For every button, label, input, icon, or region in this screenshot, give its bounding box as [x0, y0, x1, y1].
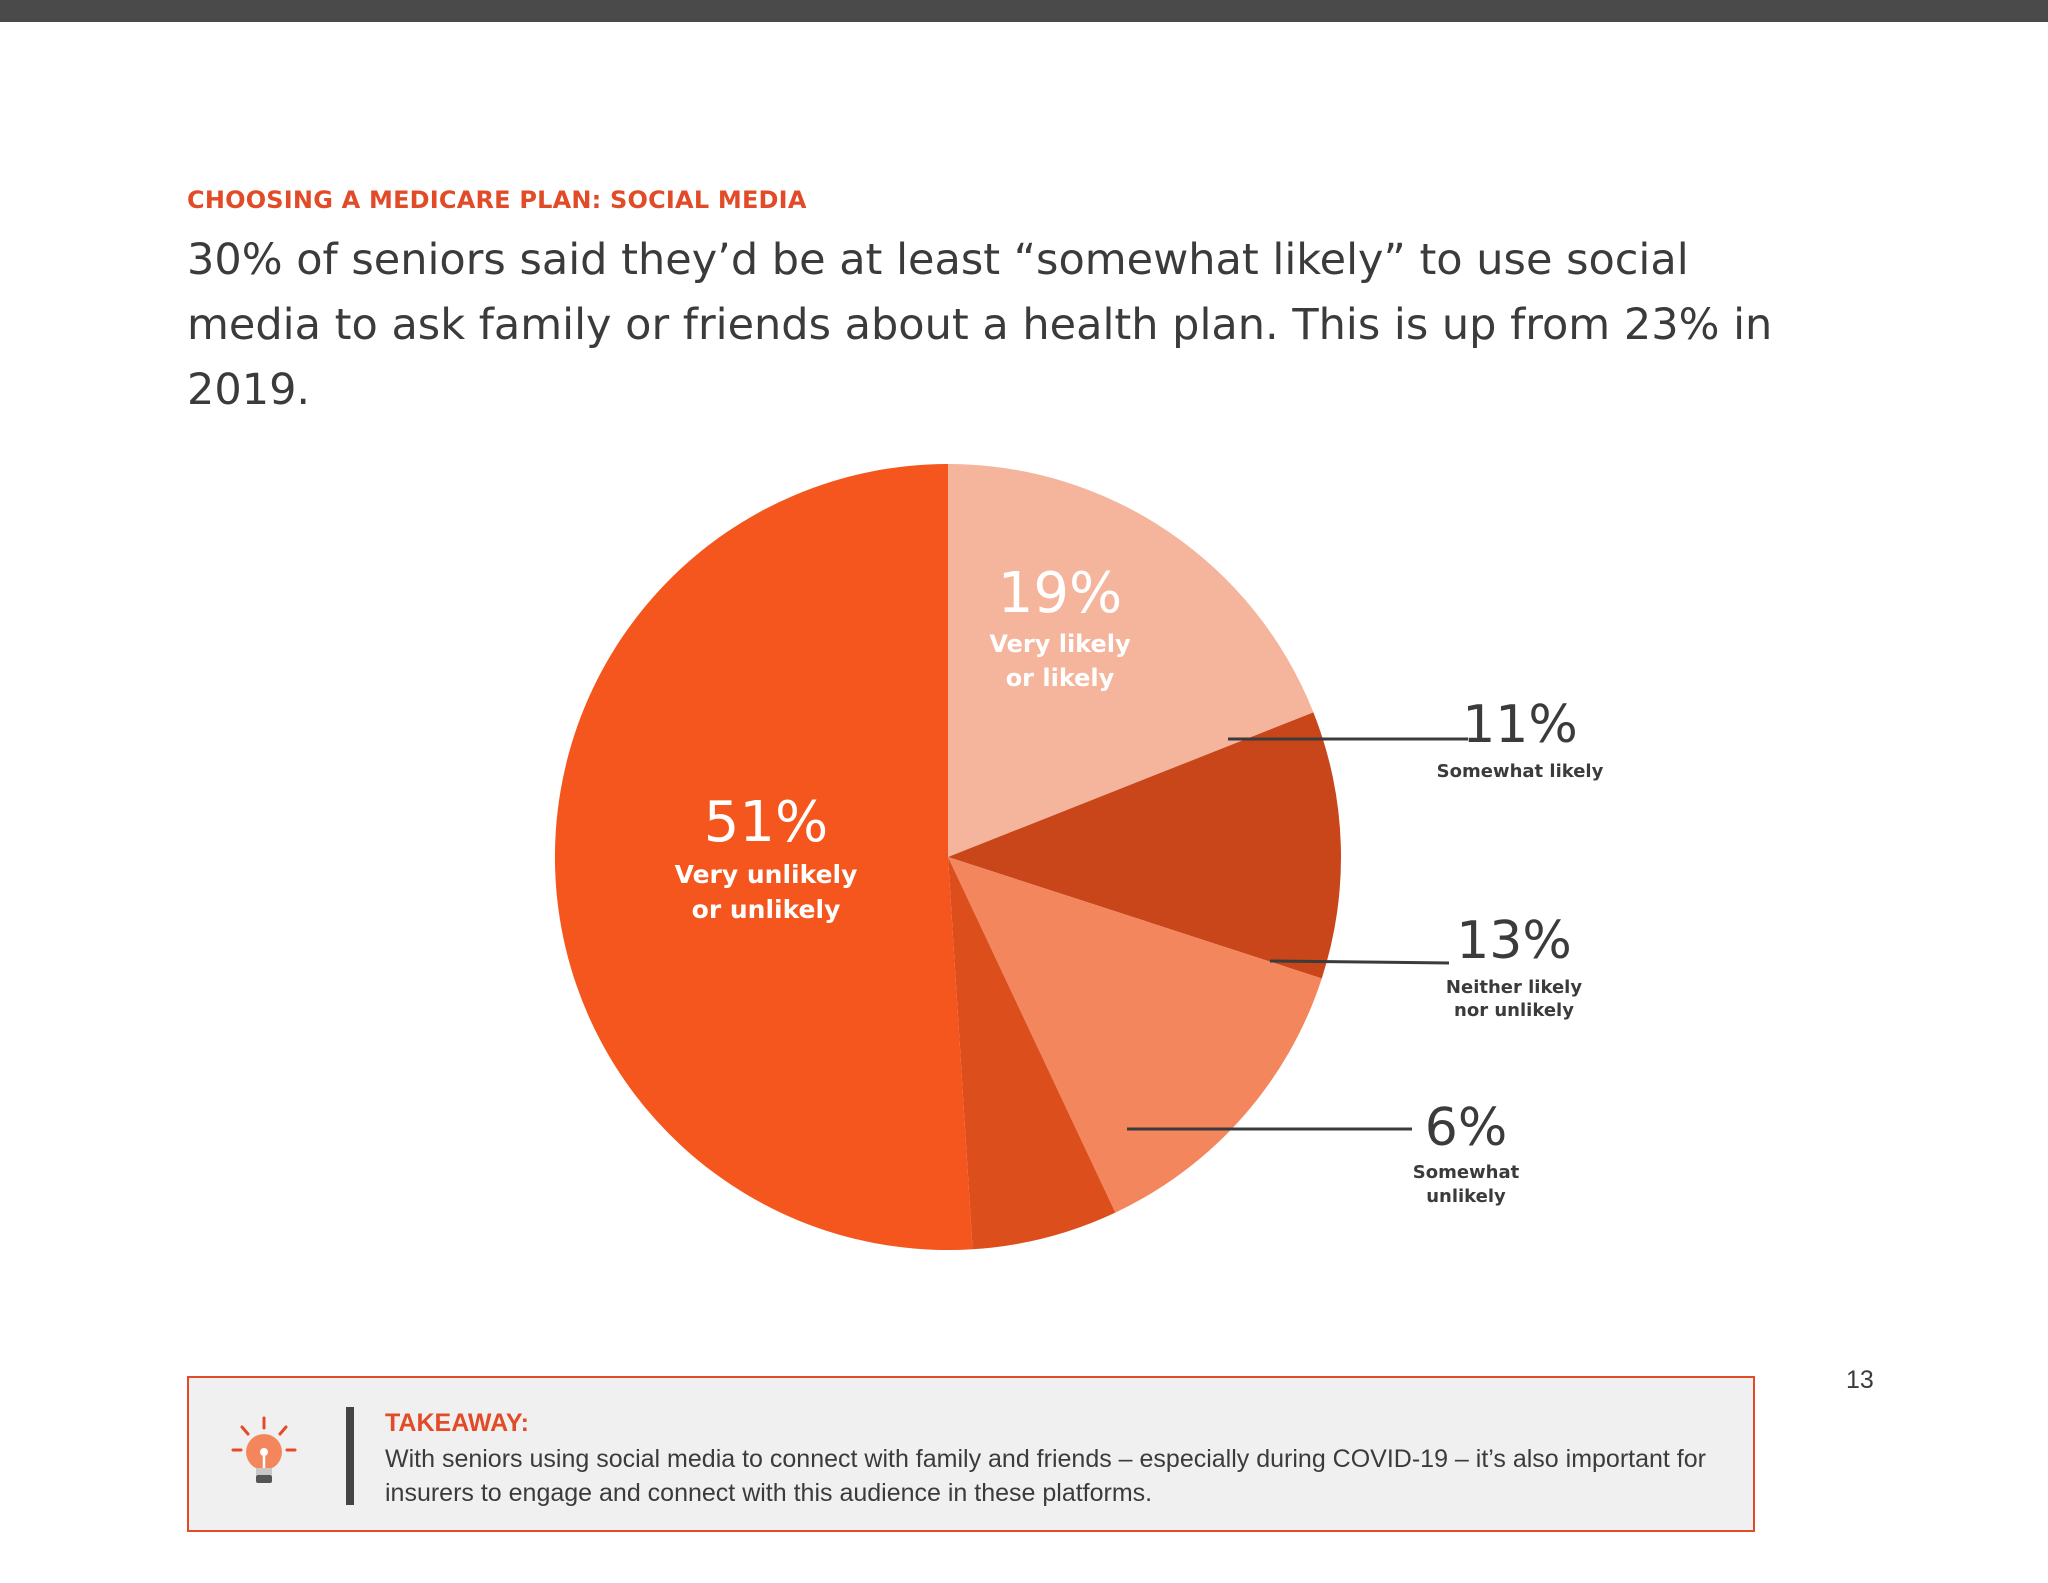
takeaway-heading: TAKEAWAY:	[385, 1409, 529, 1437]
slice-category-label: nor unlikely	[1454, 1000, 1574, 1021]
pie-slice	[948, 464, 1314, 857]
pie-slice	[948, 712, 1342, 979]
pie-slice	[554, 464, 973, 1250]
pie-slices	[554, 464, 1342, 1250]
takeaway-box: TAKEAWAY: With seniors using social medi…	[187, 1376, 1755, 1532]
slice-value-label: 19%	[998, 561, 1122, 626]
takeaway-divider	[346, 1407, 354, 1505]
slice-category-label: unlikely	[1426, 1186, 1506, 1207]
section-title: CHOOSING A MEDICARE PLAN: SOCIAL MEDIA	[187, 186, 807, 214]
slice-category-label: or likely	[1006, 664, 1115, 692]
headline: 30% of seniors said they’d be at least “…	[187, 235, 1773, 415]
slice-value-label: 51%	[704, 790, 828, 855]
slice-category-label: Neither likely	[1446, 977, 1582, 998]
slice-category-label: Very unlikely	[675, 860, 858, 889]
page-number: 13	[1846, 1366, 1874, 1394]
slice-value-label: 11%	[1462, 695, 1578, 755]
lightbulb-icon	[231, 1416, 297, 1483]
slice-labels: 19% Very likely or likely 11% Somewhat likel…	[675, 561, 1604, 1207]
slice-category-label: or unlikely	[692, 895, 841, 924]
slice-value-label: 13%	[1456, 911, 1572, 971]
takeaway-text: With seniors using social media to conne…	[385, 1445, 1706, 1507]
slice-category-label: Somewhat	[1413, 1162, 1520, 1183]
pie-slice	[948, 857, 1322, 1213]
leader-line	[1269, 959, 1450, 965]
leader-lines	[1127, 737, 1468, 1131]
slice-category-label: Very likely	[989, 630, 1131, 658]
slice-value-label: 6%	[1425, 1098, 1508, 1158]
pie-slice	[948, 857, 1116, 1250]
top-bar	[0, 0, 2048, 22]
slice-category-label: Somewhat likely	[1437, 761, 1604, 782]
